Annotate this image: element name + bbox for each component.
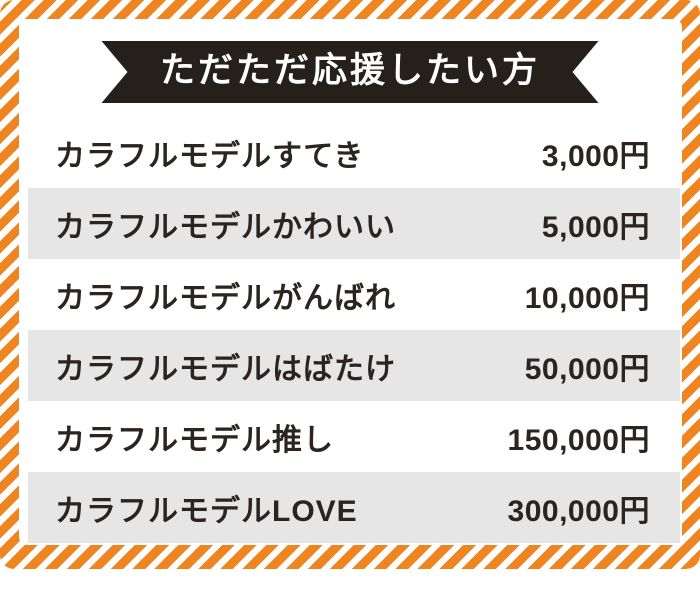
tier-label: カラフルモデルLOVE	[55, 494, 358, 528]
tier-label: カラフルモデルはばたけ	[55, 352, 396, 386]
tier-price: 300,000円	[507, 494, 650, 528]
tier-price: 5,000円	[541, 210, 650, 244]
tier-table: カラフルモデルすてき 3,000円 カラフルモデルかわいい 5,000円 カラフ…	[28, 117, 680, 543]
tier-price: 50,000円	[524, 352, 650, 386]
tier-row: カラフルモデルLOVE 300,000円	[28, 472, 680, 543]
tier-row: カラフルモデルがんばれ 10,000円	[28, 259, 680, 330]
tier-price: 3,000円	[541, 139, 650, 173]
tier-label: カラフルモデルがんばれ	[55, 281, 396, 315]
tier-row: カラフルモデルすてき 3,000円	[28, 117, 680, 188]
tier-label: カラフルモデル推し	[55, 423, 334, 457]
tier-row: カラフルモデル推し 150,000円	[28, 401, 680, 472]
tier-row: カラフルモデルはばたけ 50,000円	[28, 330, 680, 401]
content-area	[19, 19, 682, 545]
ribbon-title: ただただ応援したい方	[159, 51, 540, 90]
tier-price: 10,000円	[524, 281, 650, 315]
tier-price: 150,000円	[507, 423, 650, 457]
tier-label: カラフルモデルかわいい	[55, 210, 396, 244]
title-ribbon: ただただ応援したい方	[102, 41, 599, 103]
tier-label: カラフルモデルすてき	[55, 139, 365, 173]
tier-row: カラフルモデルかわいい 5,000円	[28, 188, 680, 259]
